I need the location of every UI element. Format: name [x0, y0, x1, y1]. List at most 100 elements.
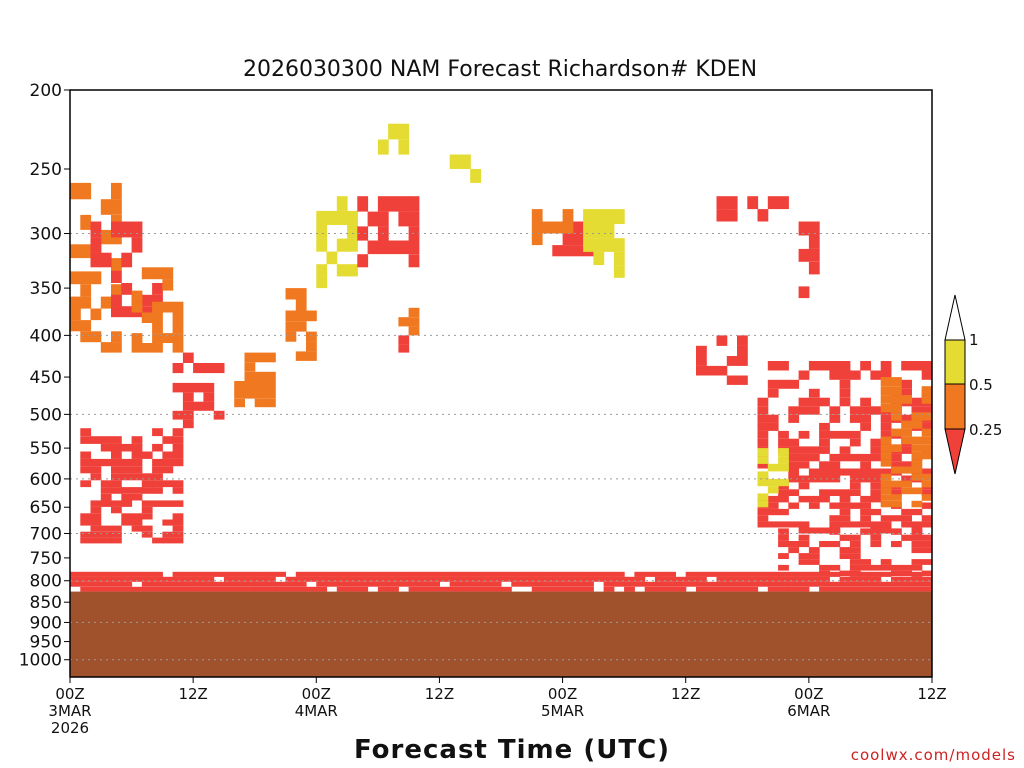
heatmap-cell	[921, 521, 933, 528]
heatmap-cell	[316, 238, 328, 252]
heatmap-cell	[265, 352, 276, 363]
heatmap-cell	[357, 571, 369, 577]
heatmap-cell	[100, 571, 112, 577]
heatmap-cell	[141, 473, 153, 481]
heatmap-cell	[880, 444, 892, 452]
heatmap-cell	[70, 296, 81, 309]
heatmap-cell	[70, 182, 81, 200]
heatmap-cell	[111, 270, 122, 283]
heatmap-cell	[418, 581, 430, 587]
heatmap-cell	[162, 267, 174, 280]
heatmap-cell	[265, 381, 276, 390]
heatmap-cell	[521, 576, 533, 582]
heatmap-cell	[439, 576, 451, 582]
heatmap-cell	[326, 251, 338, 265]
heatmap-cell	[911, 361, 923, 371]
heatmap-cell	[839, 489, 851, 496]
heatmap-cell	[839, 370, 851, 380]
heatmap-cell	[90, 466, 102, 474]
heatmap-cell	[798, 571, 810, 577]
heatmap-cell	[193, 581, 204, 587]
heatmap-cell	[849, 430, 861, 439]
heatmap-cell	[223, 586, 235, 592]
heatmap-cell	[901, 420, 912, 429]
heatmap-cell	[121, 487, 133, 494]
heatmap-cell	[347, 571, 358, 577]
heatmap-cell	[141, 531, 153, 538]
heatmap-cell	[347, 586, 358, 592]
heatmap-cell	[265, 581, 276, 587]
heatmap-cell	[839, 502, 851, 509]
heatmap-cell	[798, 521, 810, 528]
heatmap-cell	[572, 581, 584, 587]
heatmap-cell	[891, 461, 902, 469]
heatmap-cell	[111, 451, 122, 459]
heatmap-cell	[819, 581, 830, 587]
heatmap-cell	[798, 586, 810, 592]
heatmap-cell	[562, 221, 574, 234]
heatmap-cell	[316, 210, 328, 225]
heatmap-cell	[880, 403, 892, 413]
heatmap-cell	[562, 233, 574, 246]
heatmap-cell	[316, 276, 328, 289]
heatmap-cell	[767, 495, 779, 503]
heatmap-cell	[891, 444, 902, 452]
heatmap-cell	[860, 502, 871, 509]
heatmap-cell	[234, 571, 245, 577]
heatmap-cell	[70, 244, 81, 259]
heatmap-cell	[911, 451, 923, 460]
heatmap-cell	[880, 581, 892, 587]
heatmap-cell	[234, 398, 245, 408]
heatmap-cell	[829, 564, 841, 571]
heatmap-cell	[193, 401, 204, 411]
heatmap-cell	[521, 571, 533, 577]
y-tick-label: 300	[30, 225, 62, 245]
heatmap-cell	[603, 581, 615, 587]
heatmap-cell	[870, 576, 882, 582]
heatmap-cell	[778, 553, 789, 559]
heatmap-cells	[70, 123, 933, 592]
watermark: coolwx.com/models	[851, 746, 1016, 764]
heatmap-cell	[757, 448, 769, 457]
heatmap-cell	[767, 586, 779, 592]
heatmap-cell	[121, 586, 133, 592]
heatmap-cell	[880, 571, 892, 577]
heatmap-cell	[562, 571, 574, 577]
heatmap-cell	[819, 461, 830, 469]
heatmap-cell	[870, 581, 882, 587]
heatmap-cell	[583, 224, 594, 239]
heatmap-cell	[880, 459, 892, 467]
heatmap-cell	[326, 576, 338, 582]
heatmap-cell	[100, 487, 112, 494]
heatmap-cell	[265, 371, 276, 381]
heatmap-cell	[911, 487, 923, 495]
heatmap-cell	[849, 521, 861, 528]
heatmap-cell	[141, 343, 153, 353]
heatmap-cell	[152, 312, 163, 323]
heatmap-cell	[121, 513, 133, 520]
heatmap-cell	[901, 570, 912, 577]
heatmap-cell	[480, 581, 492, 587]
heatmap-cell	[141, 500, 153, 507]
heatmap-cell	[778, 361, 789, 371]
heatmap-cell	[880, 468, 892, 476]
heatmap-cell	[860, 468, 871, 476]
heatmap-cell	[398, 211, 410, 227]
heatmap-cell	[254, 586, 266, 592]
heatmap-cell	[839, 521, 851, 528]
heatmap-cell	[460, 576, 471, 582]
heatmap-cell	[880, 515, 892, 522]
heatmap-cell	[172, 571, 184, 577]
heatmap-cell	[131, 487, 143, 494]
heatmap-cell	[706, 586, 717, 592]
heatmap-cell	[429, 581, 440, 587]
x-tick-label: 12Z	[671, 685, 700, 703]
heatmap-cell	[521, 581, 533, 587]
heatmap-cell	[111, 436, 122, 444]
heatmap-cell	[357, 254, 369, 268]
heatmap-cell	[306, 571, 317, 577]
heatmap-cell	[254, 352, 266, 363]
heatmap-cell	[767, 508, 779, 516]
heatmap-cell	[921, 370, 933, 380]
heatmap-cell	[644, 571, 656, 577]
